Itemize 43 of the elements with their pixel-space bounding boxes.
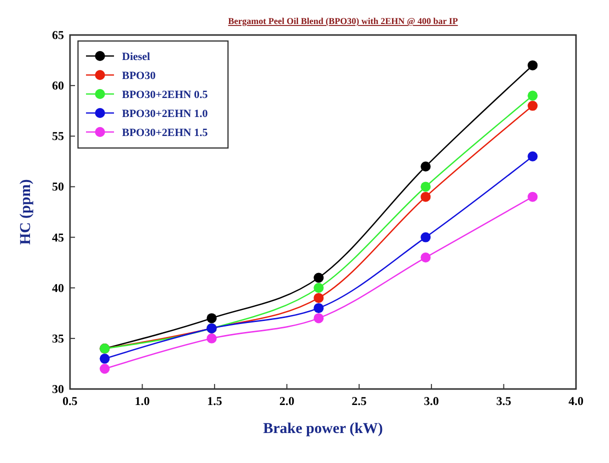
y-tick-label: 60	[52, 78, 64, 93]
chart-title: Bergamot Peel Oil Blend (BPO30) with 2EHN @ 400 bar IP	[228, 16, 458, 26]
y-tick-label: 65	[52, 28, 64, 42]
point	[528, 151, 538, 162]
point	[206, 313, 217, 324]
x-tick-label: 4.0	[568, 394, 584, 408]
legend-label: BPO30+2EHN 0.5	[122, 89, 208, 101]
x-tick-label: 2.0	[279, 394, 294, 408]
y-tick-label: 30	[52, 382, 64, 396]
y-tick-label: 55	[52, 129, 64, 144]
legend-label: BPO30+2EHN 1.0	[122, 108, 208, 120]
x-tick-label: 3.0	[424, 394, 439, 408]
x-tick-label: 3.5	[496, 394, 512, 408]
x-tick-label: 2.5	[352, 394, 367, 408]
point	[100, 364, 110, 374]
point	[100, 354, 110, 364]
y-tick-label: 40	[52, 280, 64, 295]
point	[314, 292, 324, 303]
x-tick-label: 1.0	[134, 394, 150, 408]
x-axis-title: Brake power (kW)	[263, 421, 383, 437]
point	[420, 232, 431, 242]
point	[420, 161, 431, 172]
point	[206, 333, 217, 344]
point	[528, 192, 538, 202]
point	[528, 90, 538, 101]
point	[420, 182, 431, 192]
point	[420, 192, 431, 202]
legend-label: BPO30	[122, 70, 156, 82]
legend-label: BPO30+2EHN 1.5	[122, 127, 208, 139]
x-tick-label: 1.5	[207, 394, 222, 408]
x-tick-label: 0.5	[62, 394, 78, 408]
point	[528, 100, 538, 111]
y-axis-title: HC (ppm)	[18, 179, 34, 245]
point	[314, 272, 324, 283]
legend-label: Diesel	[122, 51, 150, 63]
point	[420, 252, 431, 263]
y-tick-label: 45	[52, 230, 64, 244]
point	[314, 313, 324, 324]
point	[314, 282, 324, 293]
point	[314, 303, 324, 314]
y-tick-label: 50	[52, 180, 64, 194]
point	[528, 60, 538, 70]
y-tick-label: 35	[52, 331, 64, 346]
